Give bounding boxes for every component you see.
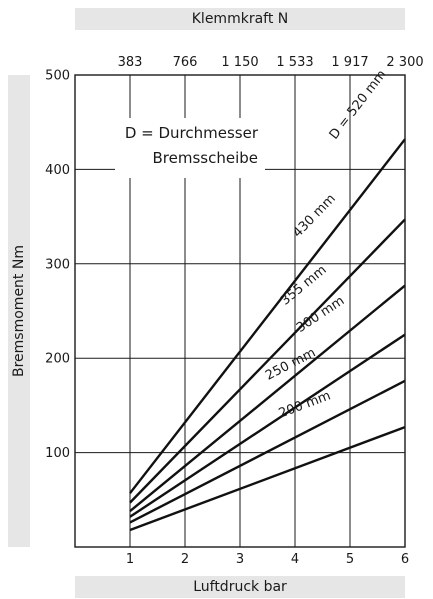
y-tick-label: 200: [45, 352, 70, 367]
series-line-5: [129, 379, 406, 524]
series-label-6: 200 mm: [277, 388, 333, 421]
x-axis-title: Luftdruck bar: [75, 576, 405, 598]
series-line-6: [129, 425, 406, 532]
series-line-4: [129, 333, 406, 518]
y-tick-label: 300: [45, 257, 70, 272]
top-tick-label: 383: [118, 55, 143, 70]
top-tick-label: 1 533: [276, 55, 313, 70]
top-tick-label: 1 917: [331, 55, 368, 70]
series-label-4: 300 mm: [294, 293, 348, 335]
y-axis-title: Bremsmoment Nm: [8, 75, 30, 547]
y-tick-label: 500: [45, 69, 70, 84]
top-tick-label: 766: [173, 55, 198, 70]
top-axis-title: Klemmkraft N: [75, 8, 405, 30]
x-tick-label: 5: [346, 552, 354, 567]
top-tick-label: 2 300: [386, 55, 423, 70]
y-tick-label: 400: [45, 163, 70, 178]
x-tick-label: 4: [291, 552, 299, 567]
y-tick-label: 100: [45, 446, 70, 461]
plot-frame: [74, 74, 406, 548]
x-tick-label: 2: [181, 552, 189, 567]
series-line-3: [129, 284, 406, 513]
x-tick-label: 6: [401, 552, 409, 567]
x-tick-label: 3: [236, 552, 244, 567]
series-line-2: [129, 218, 406, 504]
x-tick-label: 1: [126, 552, 134, 567]
annotation-line-1: D = Durchmesser: [125, 124, 259, 142]
series-line-1: [129, 138, 406, 494]
annotation-line-2: Bremsscheibe: [153, 149, 259, 167]
top-tick-label: 1 150: [221, 55, 258, 70]
tick-labels: 1 2 3 4 5 6 383 766 1 150 1 533 1 917 2 300 100 200 30…: [45, 55, 423, 567]
annotation-background: [115, 118, 265, 178]
series-label-1: D = 520 mm: [327, 67, 390, 142]
